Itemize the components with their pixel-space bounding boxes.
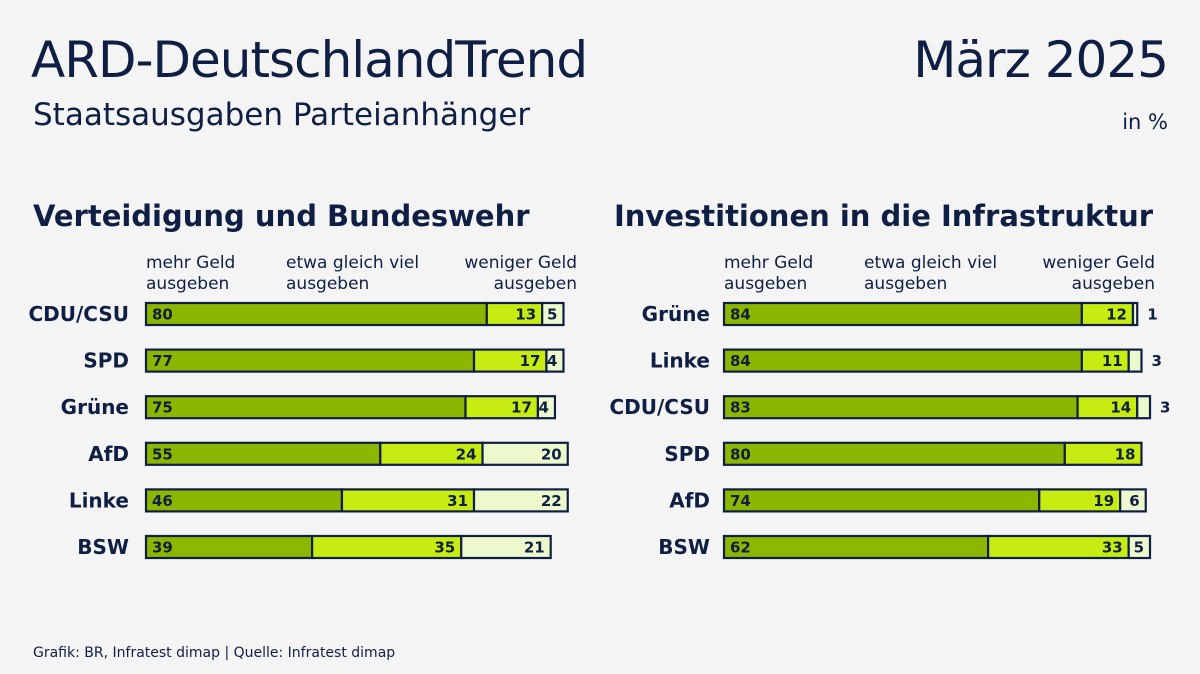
value-label-same-cdu-csu: 13 xyxy=(515,306,536,324)
page-subtitle: Staatsausgaben Parteianhänger xyxy=(33,97,531,133)
value-label-more-bsw: 39 xyxy=(152,539,173,557)
bar-less-gr-ne xyxy=(1131,301,1139,327)
legend-less-line1: weniger Geld xyxy=(1042,253,1155,273)
value-label-less-linke: 22 xyxy=(541,492,562,510)
panel-title-infrastructure: Investitionen in die Infrastruktur xyxy=(614,199,1154,233)
value-label-more-gr-ne: 84 xyxy=(730,306,751,324)
value-label-more-spd: 77 xyxy=(152,352,173,370)
category-label-gr-ne: Grüne xyxy=(642,302,710,326)
bar-less-afd xyxy=(481,441,569,466)
bar-less-cdu-csu xyxy=(541,301,565,327)
legend-more-line1: mehr Geld xyxy=(146,253,236,273)
category-label-afd: AfD xyxy=(88,442,129,466)
legend-same-line1: etwa gleich viel xyxy=(864,253,998,273)
bar-more-bsw xyxy=(722,534,990,560)
value-label-same-afd: 24 xyxy=(456,445,477,463)
source-note: Grafik: BR, Infratest dimap | Quelle: In… xyxy=(33,645,396,661)
legend-more-left: mehr Geld ausgeben xyxy=(146,253,235,295)
value-label-less-spd: 4 xyxy=(547,352,557,370)
bar-less-bsw xyxy=(460,534,552,560)
bar-less-linke xyxy=(472,488,569,513)
value-label-more-bsw: 62 xyxy=(730,539,751,557)
category-label-afd: AfD xyxy=(669,488,710,512)
legend-same-line1: etwa gleich viel xyxy=(286,253,420,273)
value-label-less-gr-ne: 1 xyxy=(1147,306,1157,324)
bar-more-afd xyxy=(722,488,1041,513)
legend-same-line2: ausgeben xyxy=(286,274,370,294)
value-label-same-gr-ne: 17 xyxy=(511,399,532,417)
value-label-less-bsw: 21 xyxy=(524,539,545,557)
bar-same-spd xyxy=(1063,441,1143,466)
value-label-same-cdu-csu: 14 xyxy=(1110,399,1131,417)
legend-same-left: etwa gleich viel ausgeben xyxy=(286,253,419,295)
legend-more-right: mehr Geld ausgeben xyxy=(724,253,813,295)
panel-title-defense: Verteidigung und Bundeswehr xyxy=(33,199,530,233)
bar-more-spd xyxy=(144,348,476,373)
value-label-more-spd: 80 xyxy=(730,445,751,463)
value-label-same-bsw: 33 xyxy=(1102,539,1123,557)
value-label-less-bsw: 5 xyxy=(1134,539,1144,557)
value-label-less-cdu-csu: 3 xyxy=(1160,399,1170,417)
bar-more-cdu-csu xyxy=(144,301,488,327)
category-label-cdu-csu: CDU/CSU xyxy=(609,395,710,419)
bar-less-bsw xyxy=(1127,534,1152,560)
value-label-same-spd: 18 xyxy=(1115,445,1136,463)
bar-more-cdu-csu xyxy=(722,395,1079,420)
bar-less-afd xyxy=(1119,488,1147,513)
bar-more-spd xyxy=(722,441,1066,466)
value-label-same-linke: 11 xyxy=(1102,352,1123,370)
legend-less-line2: ausgeben xyxy=(1071,274,1155,294)
bar-more-gr-ne xyxy=(722,301,1083,327)
value-label-same-linke: 31 xyxy=(447,492,468,510)
value-label-same-gr-ne: 12 xyxy=(1106,306,1127,324)
value-label-same-spd: 17 xyxy=(520,352,541,370)
value-label-more-afd: 55 xyxy=(152,445,173,463)
value-label-more-linke: 46 xyxy=(152,492,173,510)
bar-less-spd xyxy=(545,348,565,373)
category-label-bsw: BSW xyxy=(658,535,710,559)
bar-more-linke xyxy=(722,348,1083,373)
legend-more-line1: mehr Geld xyxy=(724,253,814,273)
survey-date: März 2025 xyxy=(913,31,1169,89)
value-label-more-afd: 74 xyxy=(730,492,751,510)
value-label-same-afd: 19 xyxy=(1093,492,1114,510)
unit-label: in % xyxy=(1122,110,1168,134)
category-label-bsw: BSW xyxy=(77,535,129,559)
category-label-linke: Linke xyxy=(69,488,129,512)
value-label-more-cdu-csu: 83 xyxy=(730,399,751,417)
legend-less-right: weniger Geld ausgeben xyxy=(1042,253,1155,295)
bar-more-linke xyxy=(144,488,344,513)
legend-less-line1: weniger Geld xyxy=(464,253,577,273)
value-label-less-afd: 6 xyxy=(1129,492,1139,510)
legend-same-line2: ausgeben xyxy=(864,274,948,294)
bar-less-cdu-csu xyxy=(1136,395,1152,420)
page-title: ARD-DeutschlandTrend xyxy=(31,31,588,89)
legend-less-left: weniger Geld ausgeben xyxy=(464,253,577,295)
bar-more-gr-ne xyxy=(144,395,467,420)
value-label-same-bsw: 35 xyxy=(434,539,455,557)
bar-more-afd xyxy=(144,441,382,466)
value-label-more-linke: 84 xyxy=(730,352,751,370)
category-label-cdu-csu: CDU/CSU xyxy=(28,302,129,326)
bar-less-linke xyxy=(1127,348,1143,373)
value-label-less-linke: 3 xyxy=(1151,352,1161,370)
bar-less-gr-ne xyxy=(536,395,557,420)
category-label-spd: SPD xyxy=(664,442,710,466)
legend-same-right: etwa gleich viel ausgeben xyxy=(864,253,997,295)
value-label-less-afd: 20 xyxy=(541,445,562,463)
value-label-less-cdu-csu: 5 xyxy=(547,306,557,324)
legend-more-line2: ausgeben xyxy=(146,274,230,294)
category-label-gr-ne: Grüne xyxy=(61,395,129,419)
category-label-linke: Linke xyxy=(650,349,710,373)
value-label-less-gr-ne: 4 xyxy=(539,399,549,417)
category-label-spd: SPD xyxy=(83,349,129,373)
value-label-more-cdu-csu: 80 xyxy=(152,306,173,324)
value-label-more-gr-ne: 75 xyxy=(152,399,173,417)
legend-more-line2: ausgeben xyxy=(724,274,808,294)
legend-less-line2: ausgeben xyxy=(493,274,577,294)
